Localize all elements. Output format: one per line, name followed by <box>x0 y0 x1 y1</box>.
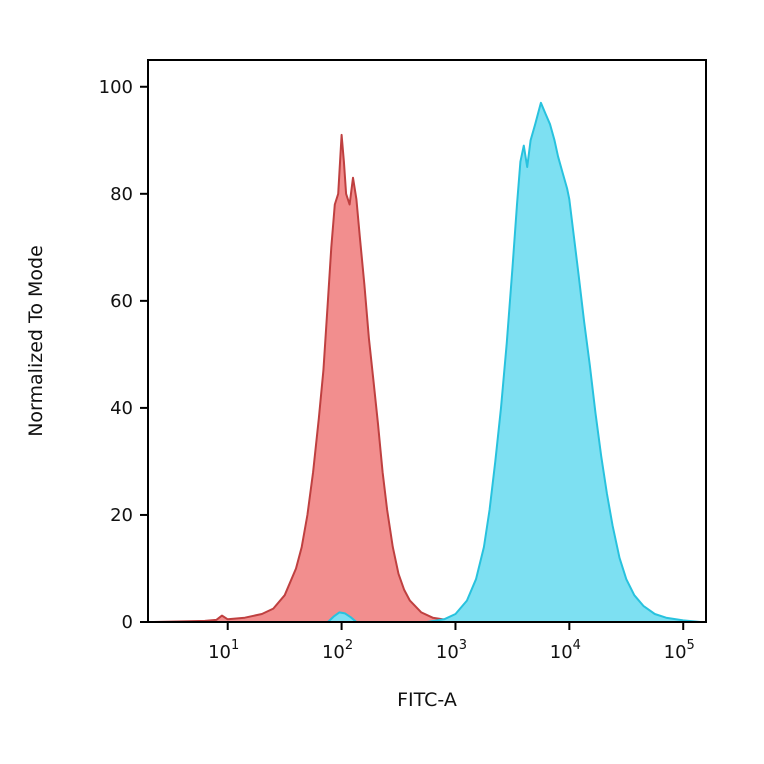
y-tick-label: 40 <box>110 398 133 419</box>
x-tick-label: 103 <box>436 638 467 663</box>
x-tick-label: 102 <box>322 638 353 663</box>
y-axis-label: Normalized To Mode <box>25 245 47 437</box>
y-tick-label: 60 <box>110 291 133 312</box>
series-layer <box>152 101 702 623</box>
y-tick-label: 0 <box>122 612 133 633</box>
x-tick-label: 101 <box>208 638 239 663</box>
plot-frame <box>147 59 707 623</box>
series-red-population <box>152 133 468 623</box>
x-tick-label: 104 <box>550 638 581 663</box>
x-axis-label: FITC-A <box>397 689 457 711</box>
y-tick-label: 100 <box>99 77 133 98</box>
ticks-layer: 0 20 40 60 80 100 101 102 103 104 105 <box>99 77 695 663</box>
series-cyan-population <box>426 101 702 623</box>
y-tick-label: 80 <box>110 184 133 205</box>
x-tick-label: 105 <box>664 638 695 663</box>
y-tick-label: 20 <box>110 505 133 526</box>
